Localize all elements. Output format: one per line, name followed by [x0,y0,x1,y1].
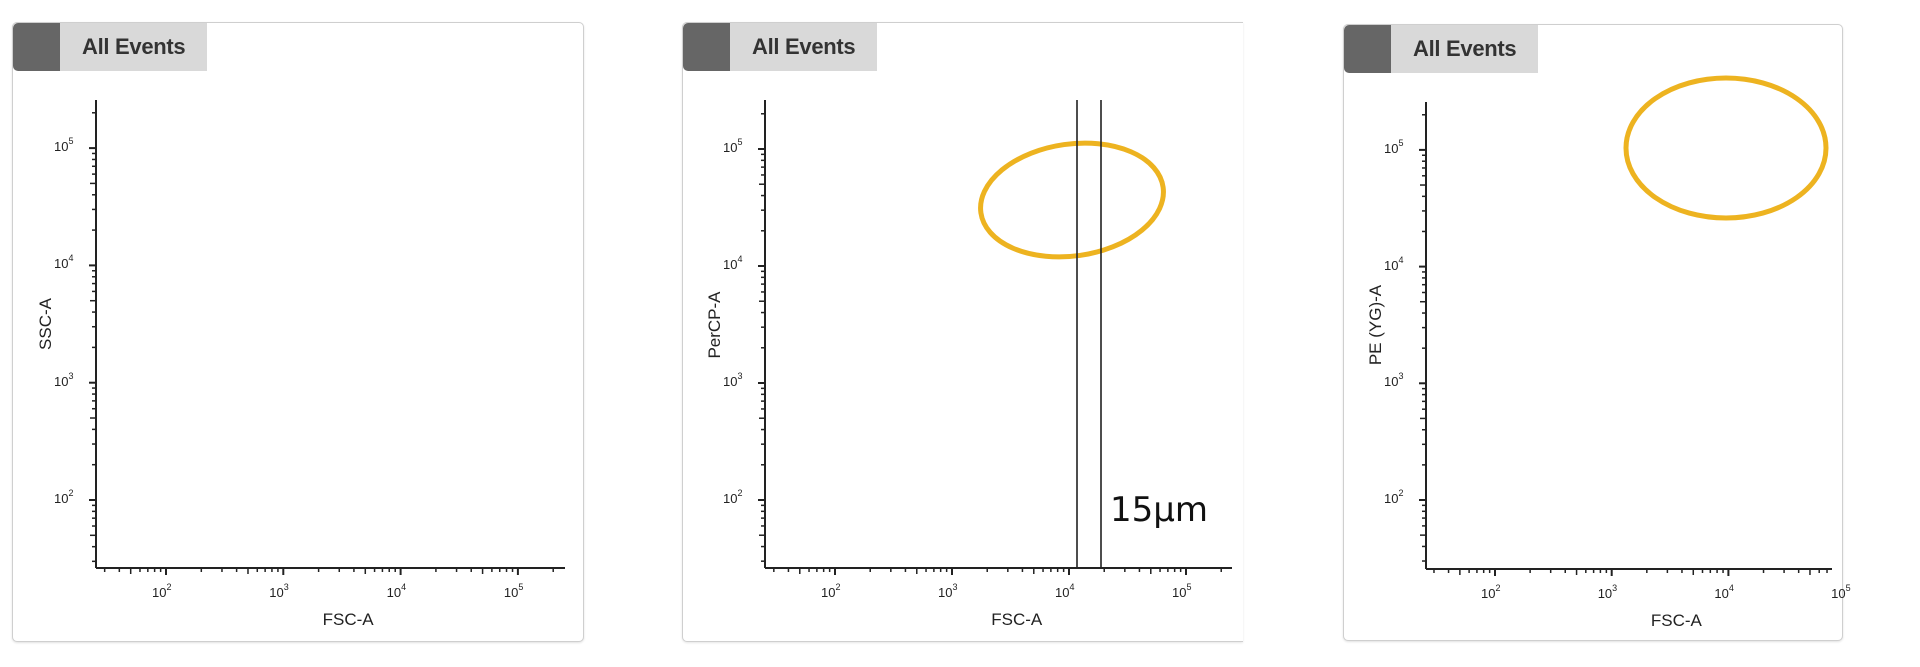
panel-menu-square[interactable] [683,23,730,71]
y-axis-title: PerCP-A [705,290,724,359]
x-tick-label: 102 [1481,583,1501,601]
x-tick-label: 105 [1831,583,1851,601]
y-tick-label: 103 [723,371,743,389]
x-tick-label: 105 [1172,582,1192,600]
panel-header: All Events [683,23,878,71]
panel-menu-square[interactable] [13,23,60,71]
x-tick-label: 102 [152,582,172,600]
y-tick-label: 103 [1384,371,1404,390]
x-tick-label: 103 [938,582,958,600]
gate-ellipse[interactable] [1623,75,1829,221]
panel-header: All Events [13,23,208,71]
population-tab[interactable]: All Events [1391,25,1539,73]
y-tick-label: 104 [1384,254,1404,273]
gate-ellipse[interactable] [973,132,1171,269]
y-tick-label: 102 [723,488,743,506]
x-tick-label: 104 [1055,582,1075,600]
population-tab[interactable]: All Events [730,23,878,71]
x-tick-label: 105 [503,582,524,600]
panel-menu-square[interactable] [1344,25,1391,73]
plot-panel-percp: All Events [682,22,1243,642]
x-tick-label: 102 [821,582,841,600]
x-axis-title: FSC-A [1650,611,1702,630]
x-axis-title: FSC-A [991,610,1043,629]
y-tick-label: 105 [54,136,74,155]
y-tick-label: 104 [723,254,743,272]
y-tick-label: 103 [54,370,74,389]
y-tick-label: 102 [54,488,74,506]
population-tab[interactable]: All Events [60,23,208,71]
y-tick-label: 102 [1384,488,1404,506]
x-tick-label: 104 [1714,583,1734,601]
plot-panel-ssc: All Events [12,22,584,642]
size-marker-label: 15µm [1110,490,1209,530]
panel-header: All Events [1344,25,1539,73]
y-tick-label: 105 [1384,137,1404,156]
y-axis-title: SSC-A [36,298,55,351]
x-tick-label: 104 [386,582,407,600]
y-tick-label: 104 [54,253,74,272]
x-axis-title: FSC-A [322,610,374,629]
x-tick-label: 103 [1597,583,1618,601]
x-tick-label: 103 [269,582,289,600]
y-tick-label: 105 [723,137,743,155]
y-axis-title: PE (YG)-A [1366,284,1385,366]
